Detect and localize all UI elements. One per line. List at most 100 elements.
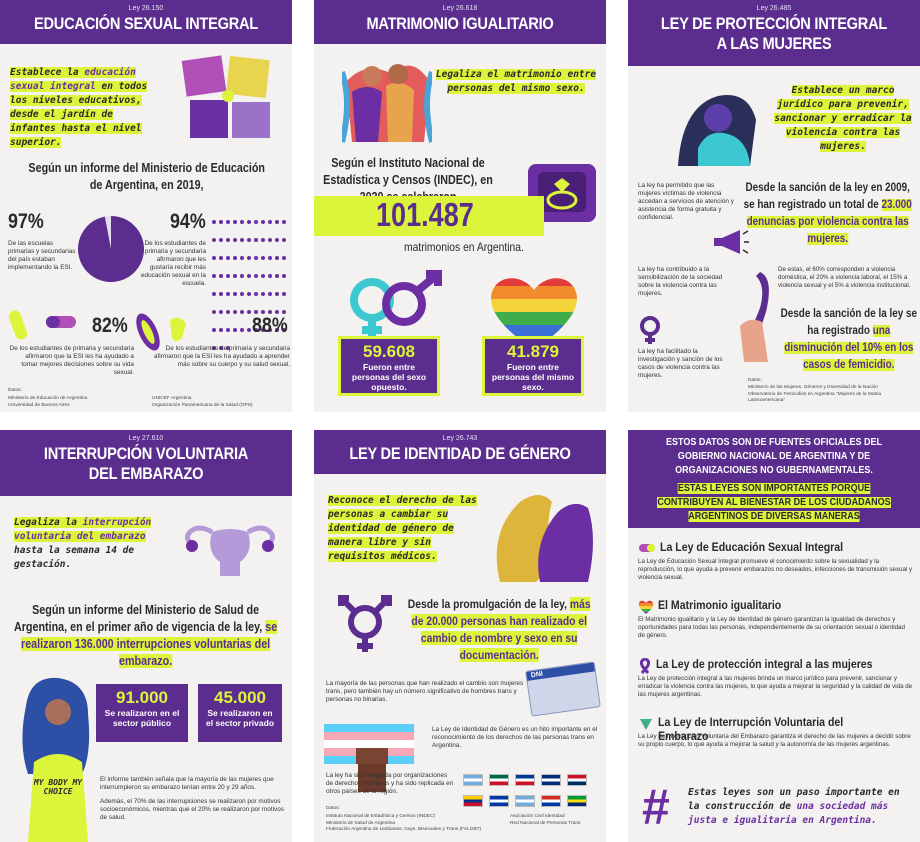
grid-dot: [274, 255, 279, 260]
flag-icon: [489, 795, 509, 807]
law-heading-esi: La Ley de Educación Sexual Integral: [660, 540, 844, 554]
box-text: Se realizaron en el sector privado: [205, 708, 275, 728]
flag-icon: [567, 774, 587, 786]
flag-icon: [463, 774, 483, 786]
grid-dot: [274, 327, 279, 332]
note-text-2: La Ley de Identidad de Género es un hito…: [432, 726, 598, 749]
grid-dot: [218, 273, 223, 278]
grid-dot: [218, 219, 223, 224]
gender-symbols-icon: [350, 270, 442, 338]
panel-title-line2: A LAS MUJERES: [716, 34, 832, 53]
report-text: Según un informe del Ministerio de Salud…: [8, 602, 283, 670]
panel-header: Ley 26.485 LEY DE PROTECCIÓN INTEGRAL A …: [628, 0, 920, 66]
closing-part: Estas leyes son un paso importante en la…: [688, 787, 900, 812]
pie-chart-97: [77, 216, 144, 282]
stat-82-value: 82%: [92, 314, 128, 337]
latin-america-flags: [460, 772, 600, 814]
grid-dot: [267, 219, 272, 224]
source-item: Ministerio de Salud de Argentina: [326, 820, 396, 826]
text-part: Desde la promulgación de la ley,: [407, 597, 570, 611]
grid-dot: [239, 273, 244, 278]
dni-label: DNI: [526, 662, 595, 681]
panel-title: EDUCACIÓN SEXUAL INTEGRAL: [34, 14, 258, 33]
summary-importance-note: ESTAS LEYES SON IMPORTANTES PORQUE CONTR…: [650, 482, 898, 524]
law-heading-matrimonio: El Matrimonio igualitario: [658, 598, 782, 612]
intro-text: Reconoce el derecho de las personas a ca…: [328, 494, 488, 564]
grid-dot: [253, 327, 258, 332]
grid-dot: [274, 237, 279, 242]
panel-proteccion-mujeres: Ley 26.485 LEY DE PROTECCIÓN INTEGRAL A …: [628, 0, 920, 412]
box-text: Fueron entre personas del sexo opuesto.: [351, 362, 427, 392]
summary-sources-note: ESTOS DATOS SON DE FUENTES OFICIALES DEL…: [665, 437, 883, 476]
same-sex-box: 41.879 Fueron entre personas del mismo s…: [482, 336, 584, 396]
panel-title-line1: LEY DE PROTECCIÓN INTEGRAL: [660, 14, 888, 33]
source-item: Federación Argentina de Lesbianas, Gays,…: [326, 827, 482, 832]
text-part: Desde la sanción de la ley se ha registr…: [780, 308, 917, 337]
box-text: Se realizaron en el sector público: [104, 708, 180, 728]
big-number: 101.487: [376, 196, 474, 233]
main-text: Desde la promulgación de la ley, más de …: [402, 596, 596, 664]
grid-dot: [239, 309, 244, 314]
source-item: Organización Panamericana de la Salud (O…: [152, 402, 253, 408]
female-symbol-icon: [640, 316, 660, 344]
grid-dot: [225, 345, 230, 350]
stat-88-value: 88%: [252, 314, 288, 337]
grid-dot: [232, 237, 237, 242]
grid-dot: [239, 219, 244, 224]
woman-hiding-illustration: [678, 95, 756, 166]
intro-highlight: Establece un marco jurídico para preveni…: [774, 85, 912, 152]
grid-dot: [232, 291, 237, 296]
intro-highlight: Legaliza el matrimonio entre personas de…: [435, 69, 597, 94]
grid-dot: [211, 327, 216, 332]
intro-highlight: Reconoce el derecho de las personas a ca…: [328, 495, 477, 562]
grid-dot: [239, 255, 244, 260]
grid-dot: [267, 291, 272, 296]
grid-dot: [267, 327, 272, 332]
panel-title: LEY DE IDENTIDAD DE GÉNERO: [349, 444, 571, 463]
sources-label: Datos:: [8, 388, 22, 393]
awareness-ribbon-icon: [639, 658, 651, 674]
note-text-3: La ley ha sido elogiada por organizacion…: [326, 772, 454, 795]
stat-94-value: 94%: [170, 210, 206, 233]
grid-dot: [281, 237, 286, 242]
law-text-matrimonio: El Matrimonio igualitario y la Ley de Id…: [638, 616, 905, 639]
flag-icon: [463, 795, 483, 807]
stat-94-text: De los estudiantes de primaria y secunda…: [140, 240, 206, 287]
panel-title-line2: DEL EMBARAZO: [88, 464, 204, 483]
box-value: 59.608: [363, 342, 415, 361]
grid-dot: [218, 309, 223, 314]
grid-dot: [267, 309, 272, 314]
source-item: Observatorio de Femicidios en Argentina …: [748, 391, 882, 404]
opposite-sex-box: 59.608 Fueron entre personas del sexo op…: [338, 336, 440, 396]
main-text-3: Desde la sanción de la ley se ha registr…: [780, 306, 918, 374]
flag-icon: [541, 795, 561, 807]
couple-illustration: [342, 64, 432, 143]
panel-header: Ley 26.618 MATRIMONIO IGUALITARIO: [314, 0, 606, 44]
grid-dot: [246, 327, 251, 332]
grid-dot: [239, 237, 244, 242]
panel-identidad-genero: Ley 26.743 LEY DE IDENTIDAD DE GÉNERO Re…: [314, 430, 606, 842]
grid-dot: [260, 273, 265, 278]
box-value: 45.000: [214, 688, 266, 707]
hashtag-icon: #: [642, 779, 670, 835]
flag-icon: [515, 795, 535, 807]
sources-label: Datos:: [748, 378, 762, 383]
main-text-1: Desde la sanción de la ley en 2009, se h…: [740, 180, 915, 248]
grid-dot: [246, 237, 251, 242]
main-text-2: De estas, el 60% corresponden a violenci…: [778, 266, 911, 289]
flag-icon: [515, 774, 535, 786]
intro-text: Establece la educación sexual integral e…: [10, 66, 160, 150]
grid-dot: [239, 327, 244, 332]
side-text-1: La ley ha permitido que las mujeres víct…: [638, 182, 734, 221]
intro-text: Establece un marco jurídico para preveni…: [770, 84, 916, 154]
flag-icon: [567, 795, 587, 807]
grid-dot: [225, 309, 230, 314]
grid-dot: [253, 309, 258, 314]
public-sector-box: 91.000 Se realizaron en el sector públic…: [96, 684, 188, 742]
panel-summary: ESTOS DATOS SON DE FUENTES OFICIALES DEL…: [628, 430, 920, 842]
stat-97-value: 97%: [8, 210, 44, 233]
grid-dot: [253, 219, 258, 224]
note-text-1: La mayoría de las personas que han reali…: [326, 680, 524, 703]
grid-dot: [211, 219, 216, 224]
grid-dot: [225, 255, 230, 260]
